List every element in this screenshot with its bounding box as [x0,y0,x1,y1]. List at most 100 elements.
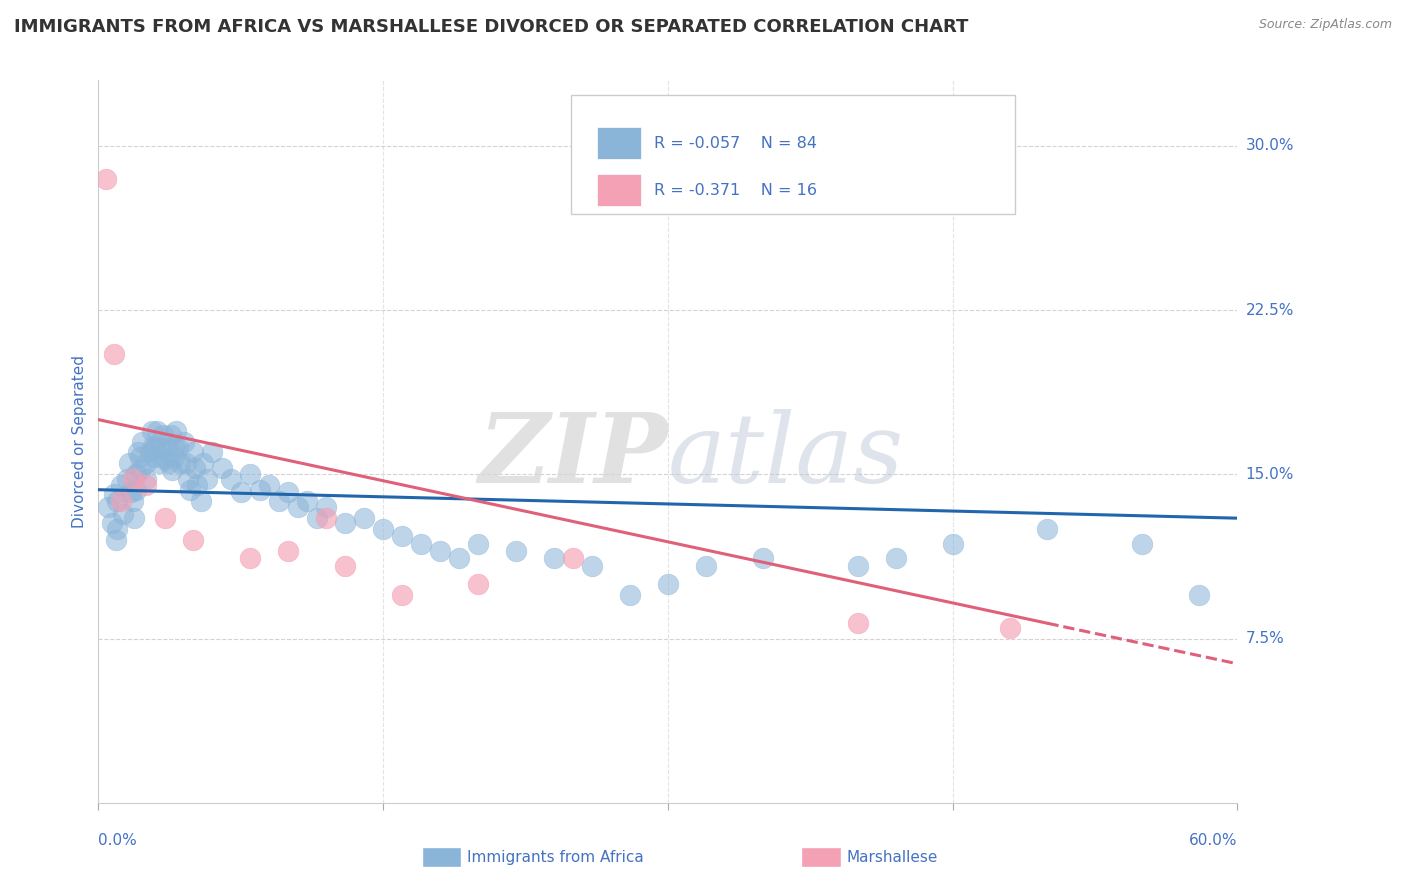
Point [156,441,179,455]
Point [121,472,143,486]
Point [145,441,167,455]
Point [162,463,184,477]
FancyBboxPatch shape [598,174,641,206]
Point [148,457,170,471]
Point [543,550,565,565]
Text: Source: ZipAtlas.com: Source: ZipAtlas.com [1258,18,1392,31]
Point [118,457,141,471]
Point [150,441,173,455]
Point [884,550,907,565]
Point [135,478,157,492]
Point [135,472,157,486]
Point [657,577,679,591]
Point [183,445,205,459]
Point [94,171,117,186]
Point [159,428,181,442]
Text: Immigrants from Africa: Immigrants from Africa [467,850,644,864]
Point [277,544,299,558]
Text: atlas: atlas [668,409,904,503]
Point [371,522,394,536]
Point [846,559,869,574]
Point [467,577,489,591]
Point [152,428,174,442]
Point [695,559,717,574]
Point [145,450,167,464]
Point [211,460,233,475]
Point [1036,522,1059,536]
Point [103,347,125,361]
Point [467,537,489,551]
Point [131,434,153,449]
Point [141,424,163,438]
Point [846,616,869,631]
Point [125,467,148,482]
Point [103,487,125,501]
Point [146,424,169,438]
Point [259,478,281,492]
Point [125,483,148,497]
Point [998,621,1021,635]
Point [287,500,309,515]
Point [297,493,319,508]
Point [163,450,186,464]
Point [305,511,328,525]
Point [1188,588,1211,602]
Point [619,588,641,602]
Point [135,457,157,471]
Text: 30.0%: 30.0% [1246,138,1294,153]
Text: 60.0%: 60.0% [1189,833,1237,848]
Point [110,493,132,508]
Point [121,493,143,508]
Point [183,533,205,547]
Point [249,483,271,497]
Point [173,434,195,449]
Text: 7.5%: 7.5% [1246,632,1284,646]
Point [335,559,357,574]
Point [239,467,262,482]
Point [142,439,165,453]
Point [353,511,375,525]
Point [581,559,603,574]
Point [1132,537,1154,551]
Y-axis label: Divorced or Separated: Divorced or Separated [72,355,87,528]
Text: Marshallese: Marshallese [846,850,938,864]
Point [391,529,413,543]
Point [104,533,127,547]
Point [315,500,337,515]
Point [429,544,451,558]
Point [335,516,357,530]
Point [391,588,413,602]
Point [277,484,299,499]
Point [505,544,527,558]
Point [752,550,775,565]
Point [120,484,142,499]
Point [201,445,224,459]
Point [221,472,243,486]
Point [169,457,191,471]
Point [153,511,176,525]
Point [138,445,160,459]
FancyBboxPatch shape [598,127,641,160]
Point [124,511,146,525]
Point [186,478,208,492]
Point [153,452,176,467]
Text: 0.0%: 0.0% [98,833,138,848]
Point [107,522,129,536]
Point [176,472,198,486]
Text: 15.0%: 15.0% [1246,467,1294,482]
Point [195,472,218,486]
Point [115,472,138,486]
Point [157,457,180,471]
Point [184,460,207,475]
Point [127,445,149,459]
Point [100,516,122,530]
Point [179,483,201,497]
Text: R = -0.371    N = 16: R = -0.371 N = 16 [654,183,817,198]
Text: ZIP: ZIP [478,409,668,503]
Point [163,439,186,453]
Point [315,511,337,525]
Point [97,500,120,515]
Point [239,550,262,565]
Point [449,550,471,565]
Point [191,457,214,471]
